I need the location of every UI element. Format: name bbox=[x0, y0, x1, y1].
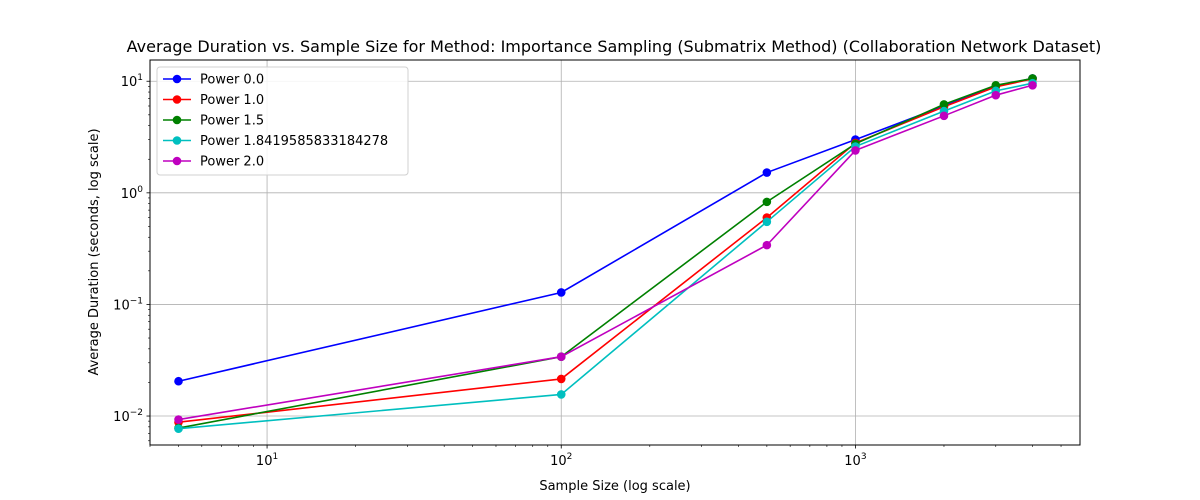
data-point bbox=[1028, 80, 1037, 90]
y-tick-label: 10−1 bbox=[113, 296, 143, 313]
legend-label: Power 1.0 bbox=[200, 93, 264, 108]
series-layer bbox=[174, 74, 1037, 433]
legend: Power 0.0 Power 1.0 Power 1.5 Power 1.84195… bbox=[156, 66, 409, 176]
y-axis-label: Average Duration (seconds, log scale) bbox=[87, 128, 102, 375]
data-point bbox=[556, 374, 566, 384]
data-point bbox=[556, 352, 566, 362]
legend-marker bbox=[172, 156, 182, 166]
legend-entry: Power 1.0 bbox=[163, 93, 264, 108]
data-point bbox=[174, 424, 183, 433]
legend-marker bbox=[172, 115, 182, 125]
legend-entry: Power 1.5 bbox=[163, 114, 264, 129]
legend-entry: Power 0.0 bbox=[163, 73, 264, 88]
data-point bbox=[991, 90, 1001, 100]
legend-marker bbox=[172, 74, 182, 84]
data-point bbox=[174, 376, 183, 386]
legend-label: Power 0.0 bbox=[200, 73, 264, 88]
legend-label: Power 2.0 bbox=[200, 155, 264, 170]
data-point bbox=[762, 240, 772, 250]
data-point bbox=[556, 288, 566, 297]
legend-label: Power 1.5 bbox=[200, 114, 264, 129]
x-axis-ticks: 101 102 103 bbox=[256, 445, 867, 469]
data-point bbox=[762, 217, 772, 227]
plot-frame bbox=[149, 59, 1081, 446]
x-axis-label: Sample Size (log scale) bbox=[539, 479, 690, 494]
data-point bbox=[851, 146, 860, 155]
data-point bbox=[939, 111, 949, 121]
legend-label: Power 1.8419585833184278 bbox=[200, 134, 388, 149]
y-axis-ticks: 10−2 10−1 100 101 bbox=[113, 73, 150, 425]
data-point bbox=[556, 390, 566, 399]
x-tick-label: 102 bbox=[550, 452, 572, 469]
data-point bbox=[174, 415, 183, 424]
data-point bbox=[762, 168, 772, 177]
legend-marker bbox=[172, 95, 182, 104]
legend-box bbox=[156, 66, 409, 176]
legend-entry: Power 2.0 bbox=[163, 155, 264, 170]
data-point bbox=[762, 197, 772, 207]
chart-title: Average Duration vs. Sample Size for Met… bbox=[127, 37, 1102, 56]
series-4 bbox=[174, 80, 1037, 424]
legend-marker bbox=[172, 136, 182, 145]
legend-entry: Power 1.8419585833184278 bbox=[163, 134, 388, 149]
y-tick-label: 100 bbox=[121, 185, 144, 202]
y-tick-label: 10−2 bbox=[113, 408, 143, 425]
data-point bbox=[939, 100, 949, 109]
x-tick-label: 103 bbox=[844, 452, 866, 469]
x-tick-label: 101 bbox=[256, 452, 278, 469]
y-tick-label: 101 bbox=[121, 73, 143, 90]
